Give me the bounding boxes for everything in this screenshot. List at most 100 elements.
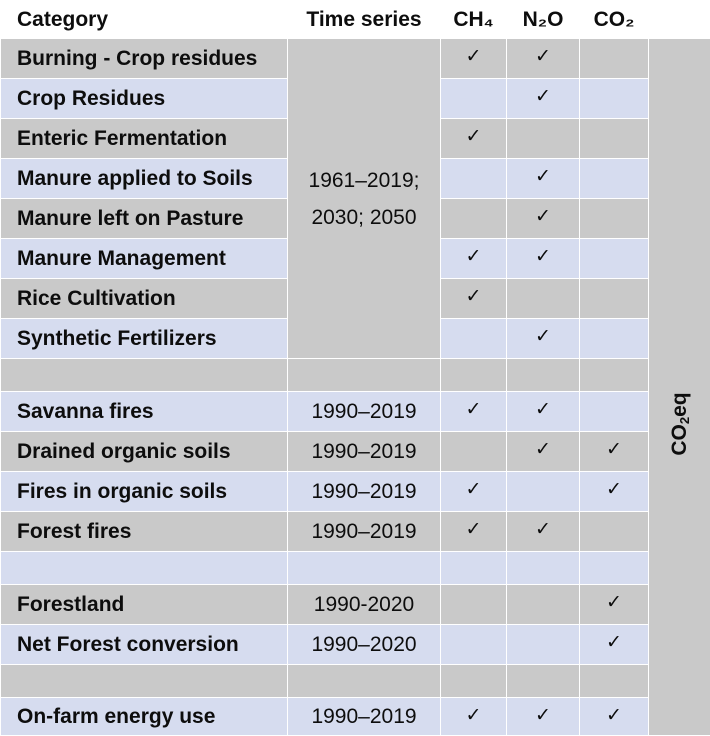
co2-cell: [580, 392, 649, 432]
checkmark-icon: ✓: [466, 126, 482, 147]
checkmark-icon: ✓: [535, 519, 551, 540]
co2-cell: [580, 159, 649, 199]
ch4-cell: [441, 79, 507, 119]
ch4-cell: [441, 625, 507, 665]
co2-cell: [580, 359, 649, 392]
ch4-cell: [441, 199, 507, 239]
checkmark-icon: ✓: [606, 592, 622, 613]
time-series-cell: 1990–2019: [288, 472, 441, 512]
time-series-cell: [288, 665, 441, 698]
co2-cell: [580, 319, 649, 359]
co2-cell: [580, 199, 649, 239]
table-spacer-row: [1, 552, 710, 585]
n2o-cell: ✓: [507, 319, 580, 359]
checkmark-icon: ✓: [466, 479, 482, 500]
co2-cell: ✓: [580, 432, 649, 472]
category-cell: Synthetic Fertilizers: [1, 319, 288, 359]
n2o-cell: [507, 552, 580, 585]
n2o-cell: [507, 359, 580, 392]
checkmark-icon: ✓: [535, 399, 551, 420]
time-series-cell: 1990–2020: [288, 625, 441, 665]
checkmark-icon: ✓: [606, 705, 622, 726]
checkmark-icon: ✓: [466, 399, 482, 420]
checkmark-icon: ✓: [466, 286, 482, 307]
ch4-cell: ✓: [441, 472, 507, 512]
checkmark-icon: ✓: [466, 46, 482, 67]
time-series-cell: 1990-2020: [288, 585, 441, 625]
spacer-cell: [1, 665, 288, 698]
ch4-cell: [441, 159, 507, 199]
n2o-cell: ✓: [507, 432, 580, 472]
n2o-cell: ✓: [507, 199, 580, 239]
ch4-cell: [441, 552, 507, 585]
checkmark-icon: ✓: [466, 246, 482, 267]
checkmark-icon: ✓: [535, 86, 551, 107]
category-cell: Crop Residues: [1, 79, 288, 119]
n2o-cell: ✓: [507, 159, 580, 199]
ch4-cell: ✓: [441, 392, 507, 432]
ch4-cell: [441, 319, 507, 359]
co2-cell: ✓: [580, 585, 649, 625]
n2o-cell: ✓: [507, 79, 580, 119]
category-cell: Manure applied to Soils: [1, 159, 288, 199]
ch4-cell: [441, 359, 507, 392]
n2o-cell: ✓: [507, 512, 580, 552]
time-series-cell: 1990–2019: [288, 432, 441, 472]
checkmark-icon: ✓: [535, 166, 551, 187]
co2eq-label: CO2eq: [668, 392, 692, 455]
category-cell: Rice Cultivation: [1, 279, 288, 319]
co2-cell: [580, 665, 649, 698]
n2o-cell: [507, 279, 580, 319]
ch4-cell: ✓: [441, 279, 507, 319]
co2-cell: [580, 239, 649, 279]
checkmark-icon: ✓: [606, 439, 622, 460]
checkmark-icon: ✓: [606, 479, 622, 500]
category-cell: Savanna fires: [1, 392, 288, 432]
checkmark-icon: ✓: [606, 632, 622, 653]
time-series-cell: 1990–2019: [288, 392, 441, 432]
category-cell: Forest fires: [1, 512, 288, 552]
co2-cell: [580, 279, 649, 319]
header-n2o: N₂O: [507, 1, 580, 39]
checkmark-icon: ✓: [466, 519, 482, 540]
header-co2: CO₂: [580, 1, 649, 39]
time-series-cell: 1990–2019: [288, 512, 441, 552]
checkmark-icon: ✓: [535, 206, 551, 227]
co2-cell: [580, 119, 649, 159]
ch4-cell: ✓: [441, 39, 507, 79]
header-row: Category Time series CH₄ N₂O CO₂: [1, 1, 710, 39]
time-series-cell: [288, 359, 441, 392]
n2o-cell: ✓: [507, 392, 580, 432]
n2o-cell: [507, 119, 580, 159]
ch4-cell: ✓: [441, 512, 507, 552]
category-cell: Drained organic soils: [1, 432, 288, 472]
header-empty: [649, 1, 710, 39]
category-cell: Net Forest conversion: [1, 625, 288, 665]
n2o-cell: [507, 665, 580, 698]
co2-cell: ✓: [580, 472, 649, 512]
checkmark-icon: ✓: [466, 705, 482, 726]
n2o-cell: ✓: [507, 39, 580, 79]
category-cell: Manure left on Pasture: [1, 199, 288, 239]
checkmark-icon: ✓: [535, 246, 551, 267]
co2-cell: [580, 552, 649, 585]
category-cell: Manure Management: [1, 239, 288, 279]
n2o-cell: [507, 472, 580, 512]
header-category: Category: [1, 1, 288, 39]
co2-cell: [580, 79, 649, 119]
category-cell: Enteric Fermentation: [1, 119, 288, 159]
category-cell: Forestland: [1, 585, 288, 625]
spacer-cell: [1, 552, 288, 585]
ch4-cell: [441, 585, 507, 625]
ch4-cell: [441, 432, 507, 472]
time-series-cell: [288, 552, 441, 585]
n2o-cell: [507, 625, 580, 665]
checkmark-icon: ✓: [535, 439, 551, 460]
